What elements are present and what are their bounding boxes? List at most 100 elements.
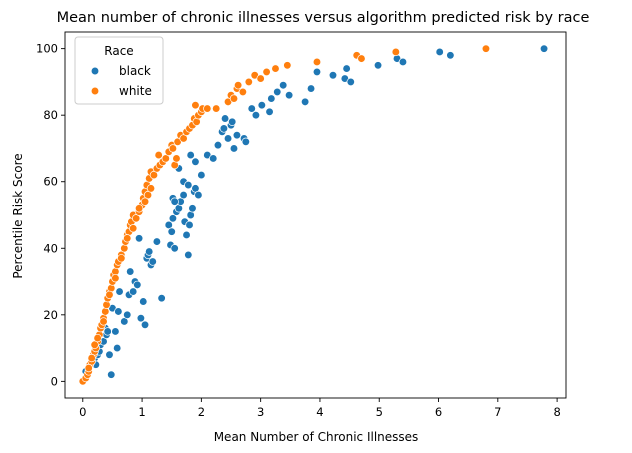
legend-marker-white (90, 86, 100, 96)
point-white-82 (481, 44, 491, 53)
point-black-17 (114, 307, 123, 316)
point-white-59 (191, 101, 200, 110)
point-black-15 (111, 327, 120, 336)
x-tick-label-8: 8 (553, 405, 560, 419)
legend-title: Race (104, 44, 133, 58)
plot-area (64, 31, 567, 399)
point-black-11 (103, 327, 112, 336)
point-black-60 (186, 150, 195, 160)
point-white-84 (87, 353, 96, 363)
x-tick-label-4: 4 (316, 405, 323, 419)
legend: Race black white (74, 36, 164, 105)
point-black-23 (129, 287, 138, 296)
point-black-29 (140, 320, 150, 329)
point-black-59 (184, 180, 193, 190)
point-black-47 (182, 230, 191, 240)
point-white-14 (101, 307, 110, 316)
point-black-28 (139, 297, 148, 306)
point-white-64 (203, 104, 212, 113)
x-tick-label-0: 0 (79, 405, 86, 419)
point-black-72 (229, 144, 239, 153)
point-black-39 (167, 227, 176, 236)
point-black-64 (209, 154, 218, 163)
point-black-93 (398, 57, 408, 67)
point-black-54 (194, 190, 203, 200)
point-white-90 (117, 254, 126, 263)
point-white-75 (262, 67, 271, 77)
point-black-13 (107, 370, 116, 379)
point-white-70 (233, 81, 243, 90)
point-black-16 (113, 343, 122, 353)
point-black-22 (126, 267, 135, 276)
axes-frame (64, 31, 567, 399)
point-black-89 (342, 64, 351, 73)
point-white-87 (99, 317, 108, 326)
point-black-79 (265, 107, 274, 116)
point-black-62 (197, 170, 206, 180)
y-axis: 0 20 40 60 80 100 (36, 42, 65, 388)
x-axis-label: Mean Number of Chronic Illnesses (214, 430, 419, 444)
point-black-36 (157, 294, 166, 303)
point-white-89 (111, 274, 120, 283)
point-black-20 (123, 310, 132, 319)
x-tick-label-5: 5 (376, 405, 383, 419)
x-tick-label-7: 7 (494, 405, 501, 419)
point-white-94 (140, 197, 150, 206)
point-black-65 (213, 140, 223, 150)
legend-marker-black (90, 66, 100, 76)
point-black-12 (105, 350, 114, 359)
point-black-26 (134, 234, 144, 243)
point-black-32 (145, 247, 154, 256)
point-black-85 (306, 84, 316, 93)
point-white-65 (212, 104, 221, 113)
point-white-43 (154, 150, 163, 160)
point-black-18 (115, 287, 124, 296)
point-white-81 (391, 47, 400, 57)
point-white-91 (123, 234, 132, 243)
y-tick-label-40: 40 (43, 241, 58, 255)
x-axis: 0 1 2 3 4 5 6 7 8 (79, 398, 561, 419)
x-tick-label-2: 2 (198, 405, 205, 419)
point-black-51 (188, 204, 197, 213)
point-white-71 (238, 87, 248, 97)
point-black-27 (136, 314, 146, 323)
point-black-69 (223, 134, 233, 143)
point-black-86 (312, 67, 322, 77)
point-white-51 (172, 154, 181, 163)
point-black-41 (170, 244, 179, 253)
point-white-86 (93, 333, 102, 343)
point-black-68 (220, 114, 230, 123)
point-black-91 (373, 61, 383, 70)
point-white-68 (229, 94, 239, 103)
point-white-25 (120, 244, 129, 253)
point-black-48 (184, 250, 193, 260)
point-black-75 (241, 137, 250, 146)
point-black-81 (273, 87, 282, 97)
point-black-94 (435, 47, 444, 57)
point-black-83 (284, 91, 294, 100)
point-white-83 (84, 363, 93, 373)
point-black-73 (232, 130, 242, 140)
y-tick-label-80: 80 (43, 108, 58, 122)
point-white-74 (256, 74, 265, 83)
point-white-78 (312, 57, 322, 67)
point-black-49 (185, 220, 194, 230)
chart-title: Mean number of chronic illnesses versus … (57, 10, 590, 26)
point-black-96 (539, 44, 549, 53)
point-white-76 (271, 64, 280, 73)
point-black-80 (267, 94, 276, 103)
x-tick-label-1: 1 (138, 405, 145, 419)
y-tick-label-60: 60 (43, 175, 58, 189)
y-tick-label-20: 20 (43, 308, 58, 322)
point-white-92 (129, 224, 138, 233)
point-black-84 (300, 97, 310, 107)
point-black-95 (446, 51, 455, 60)
y-tick-label-0: 0 (51, 374, 58, 388)
point-black-90 (346, 77, 355, 87)
point-black-35 (152, 237, 162, 246)
point-white-72 (244, 77, 253, 87)
point-black-34 (148, 257, 157, 266)
point-white-77 (283, 61, 292, 70)
point-black-56 (170, 197, 179, 206)
